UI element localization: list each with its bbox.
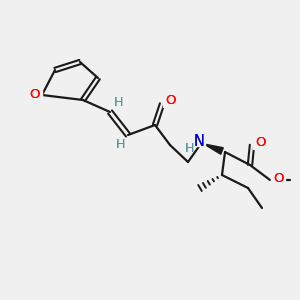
Text: O: O: [255, 136, 265, 149]
Text: H: H: [113, 95, 123, 109]
Polygon shape: [193, 136, 205, 146]
Text: N: N: [194, 134, 204, 148]
Text: O: O: [273, 172, 283, 185]
Text: O: O: [165, 94, 175, 107]
Polygon shape: [204, 144, 223, 154]
Polygon shape: [28, 89, 42, 101]
Text: O: O: [30, 88, 40, 101]
Text: H: H: [184, 142, 194, 155]
Text: H: H: [115, 139, 125, 152]
Text: N: N: [194, 134, 204, 148]
Polygon shape: [271, 173, 285, 185]
Polygon shape: [163, 95, 177, 107]
Text: H: H: [115, 139, 125, 152]
Text: O: O: [165, 94, 175, 107]
Polygon shape: [253, 137, 267, 149]
Text: O: O: [255, 136, 265, 149]
Text: H: H: [113, 95, 123, 109]
Text: O: O: [273, 172, 283, 185]
Text: O: O: [30, 88, 40, 101]
Text: H: H: [184, 142, 194, 155]
